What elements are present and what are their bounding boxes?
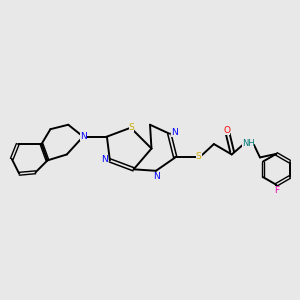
Text: NH: NH [242,139,254,148]
Text: S: S [129,123,134,132]
Text: N: N [171,128,178,137]
Text: N: N [80,132,86,141]
Text: S: S [196,152,202,161]
Text: F: F [274,186,279,195]
Text: N: N [101,155,108,164]
Text: O: O [224,126,230,135]
Text: N: N [153,172,160,181]
